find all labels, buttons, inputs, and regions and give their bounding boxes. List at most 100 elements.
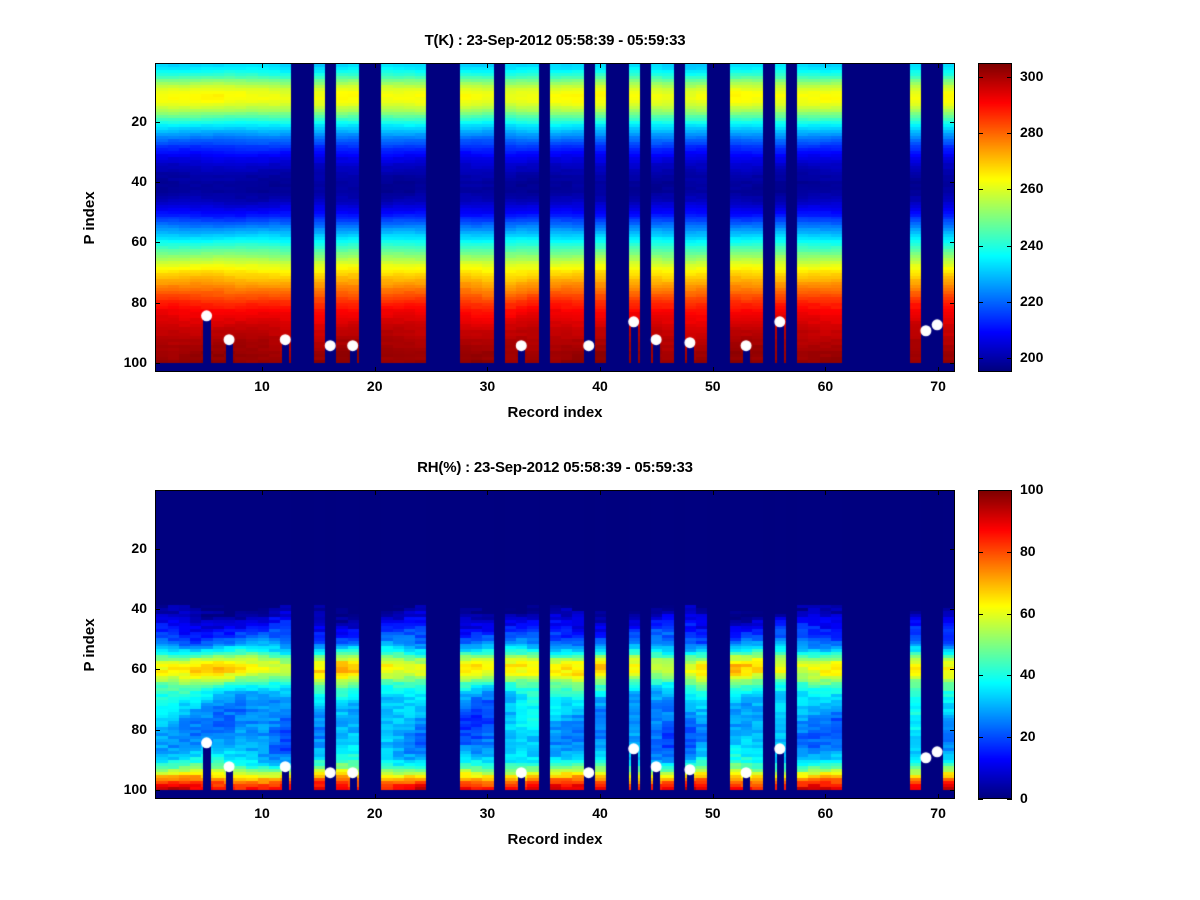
x-ticklabel-temperature-50: 50 [704,378,721,394]
colorbar-tick-temperature-280 [978,133,983,134]
colorbar-ticklabel-humidity-40: 40 [1020,666,1036,683]
x-tick-temperature-10 [262,367,263,372]
x-ticklabel-temperature-20: 20 [366,378,383,394]
y-axis-label-temperature: P index [81,190,98,245]
y-axis-label-humidity: P index [81,617,98,672]
y-tick-temperature-100 [950,363,955,364]
x-tick-humidity-70 [938,794,939,799]
y-ticklabel-temperature-80: 80 [131,293,147,310]
colorbar-tick-humidity-60 [978,614,983,615]
y-tick-humidity-60 [950,669,955,670]
x-ticklabel-temperature-40: 40 [592,378,608,394]
colorbar-temperature[interactable] [978,63,1012,372]
colorbar-tick-humidity-60 [1007,614,1012,615]
colorbar-tick-temperature-300 [978,77,983,78]
x-tick-temperature-40 [600,367,601,372]
x-tick-humidity-40 [600,794,601,799]
y-ticklabel-temperature-100: 100 [123,353,147,370]
x-tick-humidity-50 [713,794,714,799]
colorbar-ticklabel-temperature-200: 200 [1020,348,1044,365]
x-tick-humidity-60 [825,794,826,799]
y-tick-temperature-60 [155,242,160,243]
y-tick-humidity-20 [155,549,160,550]
y-tick-humidity-80 [155,730,160,731]
colorbar-tick-humidity-20 [978,737,983,738]
heatmap-axes-humidity[interactable] [155,490,955,799]
colorbar-tick-temperature-260 [978,189,983,190]
colorbar-ticklabel-temperature-280: 280 [1020,124,1044,141]
x-axis-label-temperature: Record index [507,404,603,421]
x-tick-temperature-20 [375,63,376,68]
x-tick-temperature-10 [262,63,263,68]
colorbar-tick-humidity-80 [978,552,983,553]
panel-title-temperature: T(K) : 23-Sep-2012 05:58:39 - 05:59:33 [424,32,686,49]
x-tick-humidity-70 [938,490,939,495]
x-tick-humidity-50 [713,490,714,495]
heatmap-canvas-temperature [156,64,954,371]
colorbar-tick-temperature-220 [978,302,983,303]
x-tick-temperature-70 [938,63,939,68]
y-tick-humidity-80 [950,730,955,731]
colorbar-ticklabel-temperature-260: 260 [1020,180,1044,197]
colorbar-ticklabel-humidity-20: 20 [1020,728,1036,745]
colorbar-tick-humidity-0 [978,799,983,800]
x-tick-temperature-40 [600,63,601,68]
x-tick-humidity-60 [825,490,826,495]
x-tick-temperature-20 [375,367,376,372]
y-tick-humidity-100 [155,790,160,791]
x-ticklabel-temperature-70: 70 [930,378,946,394]
colorbar-ticklabel-temperature-300: 300 [1020,68,1044,85]
x-tick-temperature-60 [825,63,826,68]
x-ticklabel-humidity-10: 10 [254,805,270,821]
x-tick-temperature-60 [825,367,826,372]
colorbar-tick-temperature-220 [1007,302,1012,303]
colorbar-tick-humidity-0 [1007,799,1012,800]
x-ticklabel-humidity-40: 40 [592,805,608,821]
y-ticklabel-humidity-40: 40 [131,600,147,617]
colorbar-tick-temperature-300 [1007,77,1012,78]
colorbar-canvas-humidity [979,491,1011,798]
x-ticklabel-humidity-50: 50 [704,805,721,821]
heatmap-canvas-humidity [156,491,954,798]
colorbar-ticklabel-humidity-0: 0 [1020,790,1028,806]
x-ticklabel-humidity-70: 70 [930,805,946,821]
y-tick-temperature-40 [950,182,955,183]
x-ticklabel-humidity-20: 20 [366,805,383,821]
y-tick-temperature-80 [950,303,955,304]
y-ticklabel-humidity-80: 80 [131,720,147,737]
y-tick-humidity-20 [950,549,955,550]
x-tick-temperature-70 [938,367,939,372]
y-tick-temperature-40 [155,182,160,183]
colorbar-humidity[interactable] [978,490,1012,799]
x-tick-temperature-50 [713,63,714,68]
x-tick-temperature-30 [487,63,488,68]
colorbar-tick-humidity-80 [1007,552,1012,553]
colorbar-ticklabel-temperature-240: 240 [1020,236,1044,253]
y-ticklabel-temperature-40: 40 [131,173,147,190]
y-tick-temperature-20 [155,122,160,123]
x-ticklabel-temperature-60: 60 [817,378,834,394]
colorbar-tick-humidity-40 [978,675,983,676]
x-tick-humidity-10 [262,794,263,799]
colorbar-tick-temperature-240 [978,246,983,247]
x-ticklabel-humidity-60: 60 [817,805,834,821]
colorbar-tick-temperature-260 [1007,189,1012,190]
y-ticklabel-temperature-20: 20 [131,112,147,129]
colorbar-tick-temperature-200 [1007,358,1012,359]
heatmap-axes-temperature[interactable] [155,63,955,372]
colorbar-tick-humidity-100 [1007,490,1012,491]
y-tick-humidity-40 [155,609,160,610]
colorbar-tick-temperature-240 [1007,246,1012,247]
colorbar-tick-temperature-200 [978,358,983,359]
colorbar-tick-humidity-100 [978,490,983,491]
panel-title-humidity: RH(%) : 23-Sep-2012 05:58:39 - 05:59:33 [417,459,693,476]
x-tick-humidity-20 [375,794,376,799]
colorbar-ticklabel-humidity-60: 60 [1020,604,1036,621]
x-axis-label-humidity: Record index [507,831,603,848]
x-tick-humidity-10 [262,490,263,495]
y-ticklabel-humidity-20: 20 [131,539,147,556]
colorbar-ticklabel-temperature-220: 220 [1020,292,1044,309]
colorbar-ticklabel-humidity-80: 80 [1020,542,1036,559]
y-ticklabel-humidity-60: 60 [131,660,147,677]
